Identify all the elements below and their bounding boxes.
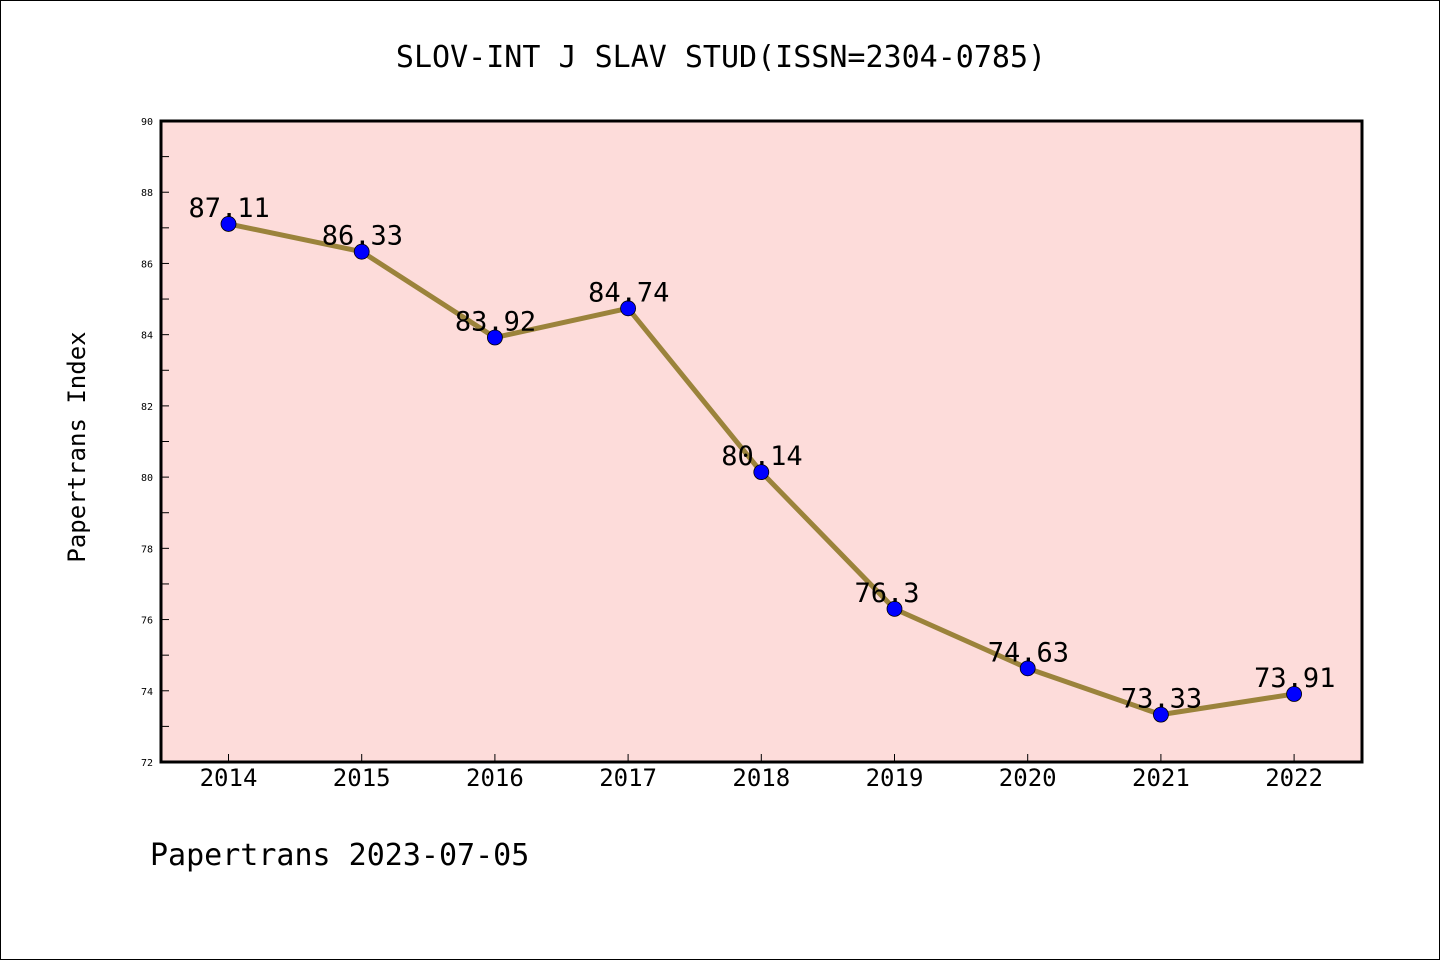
y-tick-label: 86 (141, 259, 153, 270)
x-tick-label: 2020 (999, 764, 1057, 792)
chart-title: SLOV-INT J SLAV STUD(ISSN=2304-0785) (396, 40, 1046, 75)
data-point (886, 600, 903, 617)
y-tick-label: 78 (141, 544, 153, 555)
x-tick-label: 2014 (200, 764, 258, 792)
data-label: 74.63 (988, 637, 1069, 668)
footer-text: Papertrans 2023-07-05 (150, 838, 529, 873)
data-label: 76.3 (855, 578, 920, 609)
x-tick-label: 2022 (1265, 764, 1323, 792)
x-tick-label: 2017 (599, 764, 657, 792)
data-label: 84.74 (588, 277, 669, 308)
data-label: 80.14 (721, 441, 802, 472)
y-tick-label: 76 (141, 616, 153, 627)
x-tick-label: 2018 (732, 764, 790, 792)
data-point (620, 300, 636, 317)
x-tick-label: 2019 (866, 764, 924, 792)
y-axis: 72 74 76 78 80 82 84 86 88 90 (141, 117, 169, 769)
data-point (753, 464, 770, 481)
data-point (220, 216, 237, 232)
data-point (486, 329, 503, 346)
data-label: 83.92 (455, 307, 536, 338)
x-tick-label: 2016 (466, 764, 524, 792)
x-tick-label: 2015 (333, 764, 391, 792)
y-tick-label: 82 (141, 402, 153, 413)
data-labels: 87.11 86.33 83.92 84.74 80.14 76.3 74.63 73.33 7… (189, 193, 1336, 715)
data-label: 86.33 (322, 221, 403, 252)
y-tick-label: 90 (141, 117, 153, 128)
y-tick-label: 74 (141, 687, 153, 698)
y-axis-label: Papertrans Index (63, 331, 91, 562)
data-point (1286, 686, 1302, 702)
y-tick-label: 88 (141, 188, 153, 199)
data-label: 73.33 (1121, 684, 1202, 715)
data-label: 87.11 (189, 193, 270, 224)
x-tick-label: 2021 (1132, 764, 1190, 792)
y-tick-label: 84 (141, 331, 153, 342)
data-label: 73.91 (1254, 663, 1335, 694)
y-tick-label: 72 (141, 758, 153, 769)
x-axis: 2014 2015 2016 2017 2018 2019 2020 2021 2022 (200, 754, 1323, 792)
plot-area (159, 119, 1364, 764)
data-point (353, 243, 370, 260)
data-markers (220, 216, 1302, 723)
y-tick-label: 80 (141, 473, 153, 484)
data-point (1019, 660, 1036, 677)
data-point (1153, 706, 1169, 723)
